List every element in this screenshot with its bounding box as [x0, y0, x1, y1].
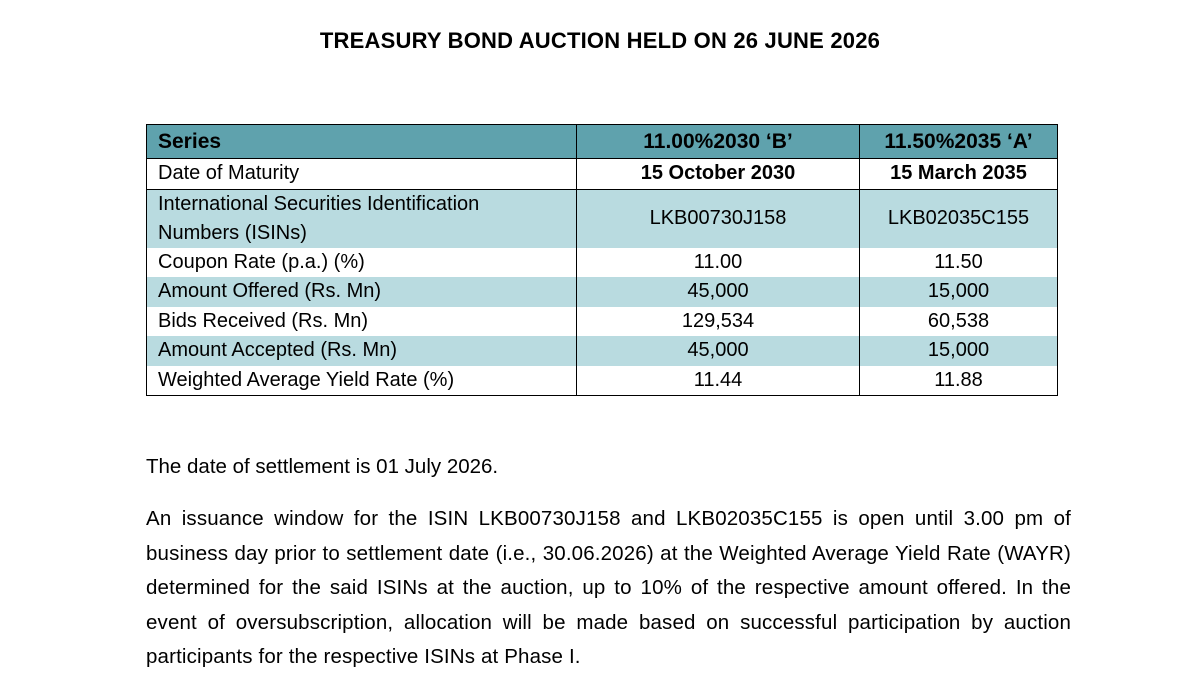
- series-b-header: 11.00%2030 ‘B’: [576, 124, 860, 159]
- row-value: 11.50: [859, 247, 1058, 277]
- row-value: 11.88: [859, 365, 1058, 396]
- series-header: Series: [146, 124, 577, 159]
- row-value: 15,000: [859, 336, 1058, 366]
- settlement-paragraph: The date of settlement is 01 July 2026.: [146, 455, 499, 478]
- table-header-row: Series 11.00%2030 ‘B’ 11.50%2035 ‘A’: [146, 124, 1058, 159]
- row-label: Amount Offered (Rs. Mn): [146, 277, 577, 307]
- row-value: LKB02035C155: [859, 189, 1058, 248]
- page-title: TREASURY BOND AUCTION HELD ON 26 JUNE 20…: [319, 28, 881, 53]
- row-label: Amount Accepted (Rs. Mn): [146, 336, 577, 366]
- table-row: Amount Accepted (Rs. Mn) 45,000 15,000: [146, 336, 1058, 366]
- row-label: International Securities Identification …: [146, 189, 577, 248]
- table-row: Coupon Rate (p.a.) (%) 11.00 11.50: [146, 247, 1058, 277]
- row-label: Coupon Rate (p.a.) (%): [146, 247, 577, 277]
- row-value: 15 March 2035: [859, 158, 1058, 190]
- row-value: 11.00: [576, 247, 860, 277]
- table-row: Bids Received (Rs. Mn) 129,534 60,538: [146, 306, 1058, 336]
- auction-results-table: Series 11.00%2030 ‘B’ 11.50%2035 ‘A’ Dat…: [146, 124, 1058, 396]
- row-value: 129,534: [576, 306, 860, 336]
- table-row: Weighted Average Yield Rate (%) 11.44 11…: [146, 365, 1058, 396]
- table-row: International Securities Identification …: [146, 189, 1058, 248]
- row-value: 15 October 2030: [576, 158, 860, 190]
- issuance-window-paragraph: An issuance window for the ISIN LKB00730…: [146, 507, 1071, 668]
- row-label: Weighted Average Yield Rate (%): [146, 365, 577, 396]
- table-row: Amount Offered (Rs. Mn) 45,000 15,000: [146, 277, 1058, 307]
- row-value: 11.44: [576, 365, 860, 396]
- row-label: Bids Received (Rs. Mn): [146, 306, 577, 336]
- row-label: Date of Maturity: [146, 158, 577, 190]
- table-row: Date of Maturity 15 October 2030 15 Marc…: [146, 158, 1058, 190]
- row-value: LKB00730J158: [576, 189, 860, 248]
- row-value: 45,000: [576, 336, 860, 366]
- row-value: 60,538: [859, 306, 1058, 336]
- row-value: 15,000: [859, 277, 1058, 307]
- row-value: 45,000: [576, 277, 860, 307]
- series-a-header: 11.50%2035 ‘A’: [859, 124, 1058, 159]
